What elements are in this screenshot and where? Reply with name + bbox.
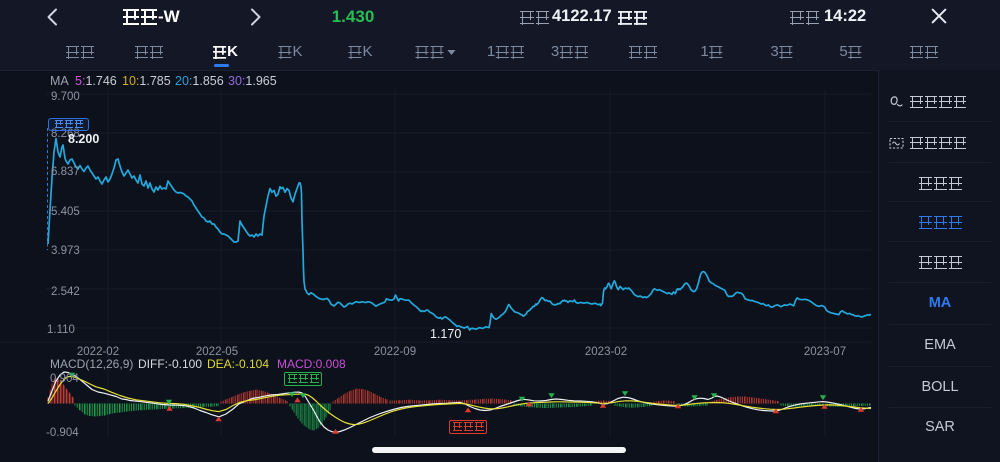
svg-text:2022-05: 2022-05	[196, 346, 238, 358]
svg-text:5.405: 5.405	[51, 206, 80, 218]
svg-text:MACD(12,26,9): MACD(12,26,9)	[50, 357, 133, 371]
svg-text:2023-02: 2023-02	[585, 346, 627, 358]
svg-text:DIFF:-0.100: DIFF:-0.100	[138, 357, 202, 371]
svg-text:0.904: 0.904	[50, 373, 79, 385]
svg-text:2022-09: 2022-09	[374, 346, 416, 358]
svg-text:8.200: 8.200	[68, 132, 99, 146]
svg-text:6.837: 6.837	[51, 166, 80, 178]
svg-text:1.110: 1.110	[47, 324, 75, 336]
svg-text:1.170: 1.170	[430, 327, 461, 341]
svg-text:3.973: 3.973	[51, 245, 80, 257]
svg-text:2023-07: 2023-07	[804, 346, 846, 358]
svg-text:2022-02: 2022-02	[77, 346, 119, 358]
svg-text:MACD:0.008: MACD:0.008	[277, 357, 346, 371]
svg-text:-0.904: -0.904	[46, 427, 79, 439]
svg-text:DEA:-0.104: DEA:-0.104	[207, 357, 269, 371]
svg-text:9.700: 9.700	[51, 91, 80, 103]
svg-text:8.268: 8.268	[51, 128, 80, 140]
svg-text:2.542: 2.542	[51, 286, 80, 298]
